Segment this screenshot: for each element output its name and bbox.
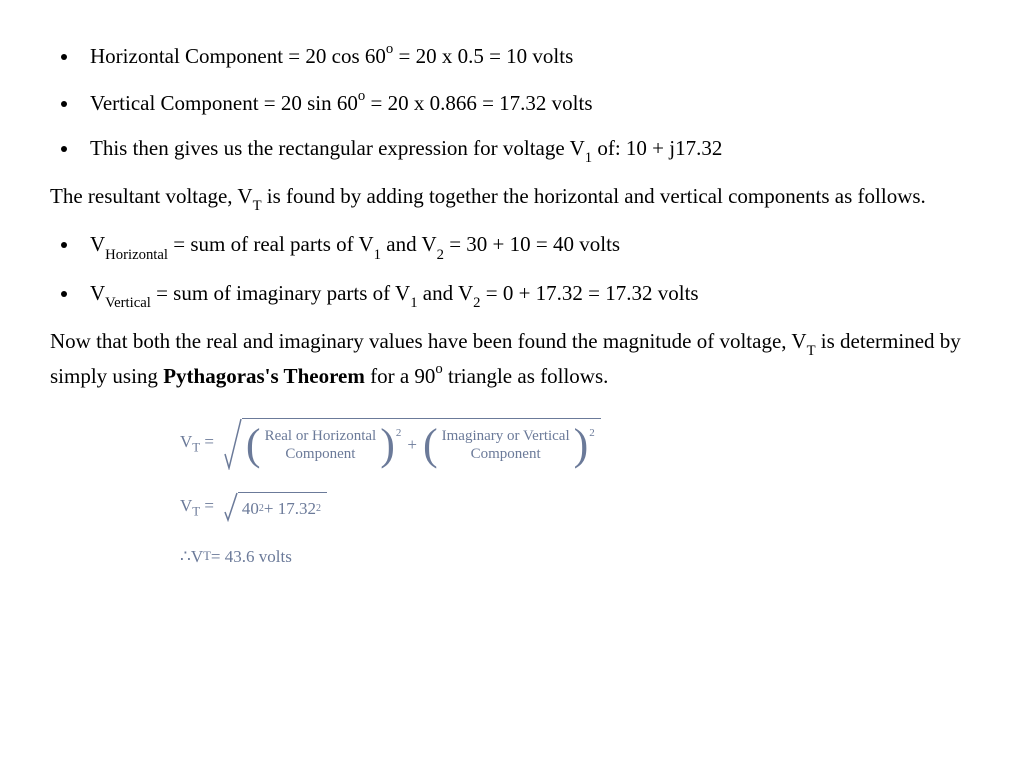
text: = sum of real parts of V [168,232,374,256]
text: = 30 + 10 = 40 volts [444,232,620,256]
subscript: 1 [585,150,592,166]
paren-right: ) [574,423,589,467]
text: and V [418,281,474,305]
sqrt-body: 402 + 17.322 [238,492,327,523]
paren-left: ( [246,423,261,467]
text: = 20 x 0.866 = 17.32 volts [365,91,592,115]
text: V [90,232,105,256]
text: V [180,432,192,451]
exponent: 2 [316,501,321,516]
list-item: VHorizontal = sum of real parts of V1 an… [80,229,974,263]
superscript: o [386,41,393,57]
term-1: ( Real or Horizontal Component ) 2 [246,423,401,467]
subscript: T [807,343,816,359]
radical-icon [224,418,242,470]
subscript: T [192,504,200,518]
text: Component [265,445,377,463]
sqrt: 402 + 17.322 [224,492,327,523]
subscript: 1 [410,295,417,311]
text: + 17.32 [264,496,316,522]
equation-1: VT = ( Real or Horizontal Component ) 2 … [180,418,974,470]
formula-block: VT = ( Real or Horizontal Component ) 2 … [180,418,974,570]
bold-text: Pythagoras's Theorem [163,364,365,388]
equation-2: VT = 402 + 17.322 [180,492,974,523]
paren-left: ( [423,423,438,467]
list-item: Horizontal Component = 20 cos 60o = 20 x… [80,40,974,73]
bullet-list-1: Horizontal Component = 20 cos 60o = 20 x… [50,40,974,167]
list-item: VVertical = sum of imaginary parts of V1… [80,278,974,312]
equation-3: ∴ VT = 43.6 volts [180,544,974,570]
subscript: 2 [473,295,480,311]
text: V [191,544,203,570]
radical-icon [224,492,238,523]
text: Now that both the real and imaginary val… [50,329,807,353]
text: Real or Horizontal [265,427,377,445]
superscript: o [358,88,365,104]
component-label: Real or Horizontal Component [261,427,381,463]
list-item: This then gives us the rectangular expre… [80,133,974,167]
paragraph: The resultant voltage, VT is found by ad… [50,181,974,215]
text: for a 90 [365,364,436,388]
bullet-list-2: VHorizontal = sum of real parts of V1 an… [50,229,974,311]
subscript: Horizontal [105,247,168,263]
text: V [90,281,105,305]
text: Component [442,445,570,463]
lhs: VT = [180,493,214,522]
subscript: T [253,198,262,214]
lhs: VT = [180,429,214,458]
therefore-symbol: ∴ [180,544,191,570]
subscript: T [192,441,200,455]
text: Imaginary or Vertical [442,427,570,445]
text: of: 10 + j17.32 [592,136,722,160]
text: The resultant voltage, V [50,184,253,208]
subscript: T [203,547,211,566]
equals: = [200,496,214,515]
text: = sum of imaginary parts of V [151,281,410,305]
text: This then gives us the rectangular expre… [90,136,585,160]
sqrt-body: ( Real or Horizontal Component ) 2 + ( I… [242,418,601,470]
text: V [180,496,192,515]
list-item: Vertical Component = 20 sin 60o = 20 x 0… [80,87,974,120]
text: and V [381,232,437,256]
paragraph: Now that both the real and imaginary val… [50,326,974,393]
plus-sign: + [407,432,417,458]
text: = 20 x 0.5 = 10 volts [393,44,573,68]
equals: = [200,432,214,451]
subscript: Vertical [105,295,151,311]
component-label: Imaginary or Vertical Component [438,427,574,463]
sqrt: ( Real or Horizontal Component ) 2 + ( I… [224,418,601,470]
paren-right: ) [380,423,395,467]
text: Horizontal Component = 20 cos 60 [90,44,386,68]
text: 40 [242,496,259,522]
subscript: 2 [437,247,444,263]
term-2: ( Imaginary or Vertical Component ) 2 [423,423,595,467]
result-text: = 43.6 volts [211,544,292,570]
exponent: 2 [589,425,595,442]
text: Vertical Component = 20 sin 60 [90,91,358,115]
text: = 0 + 17.32 = 17.32 volts [480,281,698,305]
text: triangle as follows. [443,364,609,388]
subscript: 1 [374,247,381,263]
text: is found by adding together the horizont… [262,184,926,208]
superscript: o [435,361,442,377]
exponent: 2 [396,425,402,442]
